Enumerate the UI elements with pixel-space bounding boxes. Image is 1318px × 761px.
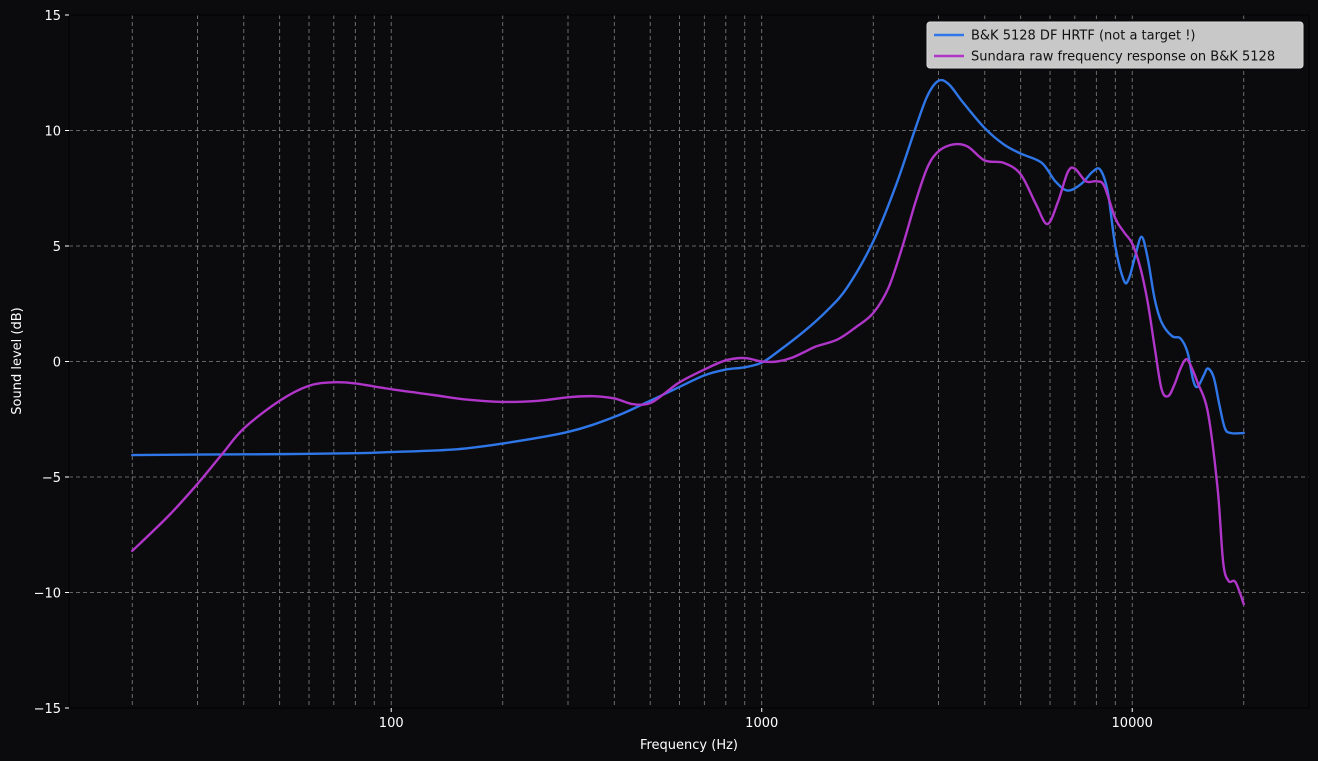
y-tick-label: −10 — [34, 587, 61, 602]
x-tick-label: 1000 — [745, 716, 778, 731]
series-layer — [131, 78, 1245, 606]
legend-box — [926, 21, 1304, 69]
y-tick-label: −15 — [34, 702, 61, 717]
y-tick-label: 5 — [53, 240, 61, 255]
legend: B&K 5128 DF HRTF (not a target !) Sundara… — [926, 21, 1304, 69]
grid — [69, 14, 1310, 709]
y-tick-label: 15 — [44, 9, 61, 24]
y-tick-label: −5 — [42, 471, 61, 486]
y-axis-label: Sound level (dB) — [10, 307, 25, 414]
y-tick-label: 0 — [53, 356, 61, 371]
legend-label-2: Sundara raw frequency response on B&K 51… — [971, 50, 1275, 65]
series-line-2 — [131, 142, 1245, 606]
x-axis-label: Frequency (Hz) — [640, 738, 738, 753]
y-tick-label: 10 — [44, 125, 61, 140]
tick-labels: 100 1000 10000 15 10 5 0 −5 −10 −15 — [34, 9, 1153, 731]
x-tick-label: 100 — [379, 716, 404, 731]
x-tick-label: 10000 — [1112, 716, 1153, 731]
legend-label-1: B&K 5128 DF HRTF (not a target !) — [971, 29, 1196, 44]
